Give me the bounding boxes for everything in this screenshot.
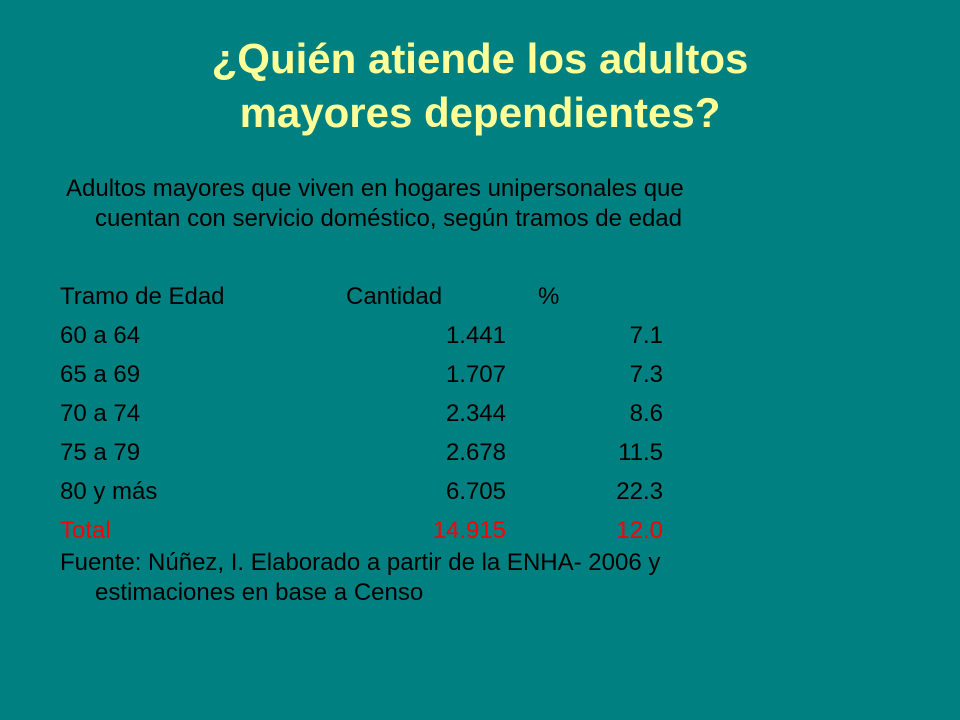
table-row: 70 a 74 2.344 8.6 — [60, 394, 760, 433]
header-pct: % — [538, 283, 560, 310]
table-row: 75 a 79 2.678 11.5 — [60, 433, 760, 472]
caption-line-2: cuentan con servicio doméstico, según tr… — [95, 205, 683, 232]
caption-line-1: Adultos mayores que viven en hogares uni… — [66, 175, 684, 202]
cell-tramo: 60 a 64 — [60, 322, 141, 349]
title-line-2: mayores dependientes? — [239, 89, 721, 136]
source-line-1: Fuente: Núñez, I. Elaborado a partir de … — [60, 549, 661, 576]
slide-title: ¿Quién atiende los adultos mayores depen… — [0, 32, 960, 140]
cell-cantidad: 1.441 — [445, 322, 506, 349]
table-row: 65 a 69 1.707 7.3 — [60, 355, 760, 394]
cell-tramo: 75 a 79 — [60, 439, 141, 466]
source-line-2: estimaciones en base a Censo — [95, 579, 424, 606]
total-label: Total — [60, 517, 111, 544]
cell-pct: 8.6 — [629, 400, 663, 427]
cell-cantidad: 2.678 — [445, 439, 506, 466]
cell-tramo: 80 y más — [60, 478, 158, 505]
table-header-row: Tramo de Edad Cantidad % — [60, 277, 760, 316]
header-cantidad: Cantidad — [346, 283, 443, 310]
cell-pct: 7.3 — [629, 361, 663, 388]
cell-pct: 22.3 — [616, 478, 663, 505]
table-row: 60 a 64 1.441 7.1 — [60, 316, 760, 355]
title-line-1: ¿Quién atiende los adultos — [211, 35, 749, 82]
cell-cantidad: 2.344 — [445, 400, 506, 427]
source-note: Fuente: Núñez, I. Elaborado a partir de … — [60, 548, 920, 608]
cell-pct: 11.5 — [618, 439, 663, 466]
age-table: Tramo de Edad Cantidad % 60 a 64 1.441 7… — [60, 277, 760, 550]
total-pct: 12.0 — [616, 517, 663, 544]
table-total-row: Total 14.915 12.0 — [60, 511, 760, 550]
cell-tramo: 65 a 69 — [60, 361, 141, 388]
table-caption: Adultos mayores que viven en hogares uni… — [60, 174, 910, 234]
cell-cantidad: 1.707 — [445, 361, 506, 388]
cell-cantidad: 6.705 — [445, 478, 506, 505]
cell-pct: 7.1 — [629, 322, 663, 349]
header-tramo: Tramo de Edad — [60, 283, 225, 310]
cell-tramo: 70 a 74 — [60, 400, 141, 427]
total-cantidad: 14.915 — [432, 517, 506, 544]
table-row: 80 y más 6.705 22.3 — [60, 472, 760, 511]
